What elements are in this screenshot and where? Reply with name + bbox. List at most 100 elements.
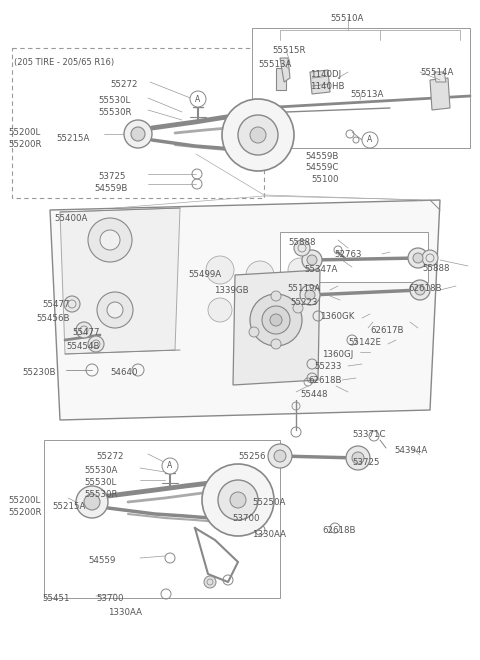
Text: 53700: 53700	[96, 594, 123, 603]
Polygon shape	[310, 70, 330, 94]
Circle shape	[238, 115, 278, 155]
Text: 55530R: 55530R	[84, 490, 118, 499]
Text: 55256: 55256	[238, 452, 265, 461]
Text: 55513A: 55513A	[350, 90, 384, 99]
Text: 55499A: 55499A	[188, 270, 221, 279]
Circle shape	[250, 127, 266, 143]
Text: 54559C: 54559C	[305, 163, 338, 172]
Circle shape	[262, 306, 290, 334]
Polygon shape	[50, 200, 440, 420]
Text: 54559: 54559	[88, 556, 115, 565]
Circle shape	[218, 480, 258, 520]
Text: 54559B: 54559B	[94, 184, 127, 193]
Circle shape	[100, 230, 120, 250]
Circle shape	[107, 302, 123, 318]
Text: 53725: 53725	[352, 458, 380, 467]
Polygon shape	[276, 68, 286, 90]
Text: 55451: 55451	[42, 594, 70, 603]
Text: 1330AA: 1330AA	[252, 530, 286, 539]
Polygon shape	[434, 72, 446, 82]
Circle shape	[131, 127, 145, 141]
Circle shape	[346, 446, 370, 470]
Text: 62618B: 62618B	[308, 376, 341, 385]
Circle shape	[293, 303, 303, 313]
Text: 52763: 52763	[334, 250, 361, 259]
Circle shape	[88, 218, 132, 262]
Text: 55200R: 55200R	[8, 140, 41, 149]
Text: 62618B: 62618B	[408, 284, 442, 293]
Circle shape	[190, 91, 206, 107]
Text: 54640: 54640	[110, 368, 137, 377]
Circle shape	[413, 253, 423, 263]
Circle shape	[250, 294, 302, 346]
Text: 55347A: 55347A	[304, 265, 337, 274]
Text: 55230B: 55230B	[22, 368, 56, 377]
Circle shape	[124, 120, 152, 148]
Circle shape	[410, 280, 430, 300]
Text: A: A	[367, 135, 372, 145]
Text: 54559B: 54559B	[305, 152, 338, 161]
Text: 55142E: 55142E	[348, 338, 381, 347]
Circle shape	[352, 452, 364, 464]
Text: 55200R: 55200R	[8, 508, 41, 517]
Polygon shape	[280, 58, 290, 82]
Circle shape	[274, 450, 286, 462]
Circle shape	[64, 296, 80, 312]
Text: 55100: 55100	[311, 175, 338, 184]
Bar	[252, 28, 470, 148]
Text: 55272: 55272	[110, 80, 137, 89]
Circle shape	[362, 132, 378, 148]
Text: 55250A: 55250A	[252, 498, 286, 507]
Text: 55456B: 55456B	[36, 314, 70, 323]
Circle shape	[222, 99, 294, 171]
Circle shape	[271, 339, 281, 349]
Text: 55233: 55233	[314, 362, 341, 371]
Circle shape	[300, 285, 320, 305]
Text: 55530A: 55530A	[84, 466, 118, 475]
Circle shape	[202, 464, 274, 536]
Polygon shape	[60, 208, 180, 354]
Text: 55477: 55477	[42, 300, 70, 309]
Bar	[44, 440, 280, 598]
Text: 53725: 53725	[98, 172, 125, 181]
Circle shape	[408, 248, 428, 268]
Circle shape	[76, 322, 92, 338]
Text: 55454B: 55454B	[66, 342, 99, 351]
Circle shape	[270, 314, 282, 326]
Circle shape	[162, 458, 178, 474]
Text: 1330AA: 1330AA	[108, 608, 142, 617]
Text: 55477: 55477	[72, 328, 99, 337]
Circle shape	[230, 492, 246, 508]
Circle shape	[204, 576, 216, 588]
Text: 62617B: 62617B	[370, 326, 404, 335]
Text: (205 TIRE - 205/65 R16): (205 TIRE - 205/65 R16)	[14, 58, 114, 67]
Text: 55119A: 55119A	[287, 284, 320, 293]
Text: 1140HB: 1140HB	[310, 82, 345, 91]
Circle shape	[305, 290, 315, 300]
Text: 1140DJ: 1140DJ	[310, 70, 341, 79]
Text: 55888: 55888	[422, 264, 449, 273]
Text: 62618B: 62618B	[322, 526, 356, 535]
Text: 55400A: 55400A	[54, 214, 87, 223]
Circle shape	[271, 291, 281, 301]
Text: 53700: 53700	[232, 514, 260, 523]
Text: 1360GK: 1360GK	[320, 312, 354, 321]
Circle shape	[208, 298, 232, 322]
Text: 55215A: 55215A	[56, 134, 89, 143]
Text: 54394A: 54394A	[394, 446, 427, 455]
Text: 55200L: 55200L	[8, 496, 40, 505]
Circle shape	[415, 285, 425, 295]
Circle shape	[84, 494, 100, 510]
Polygon shape	[233, 270, 320, 385]
Circle shape	[294, 240, 310, 256]
Circle shape	[97, 292, 133, 328]
Text: 55215A: 55215A	[52, 502, 85, 511]
Text: 55510A: 55510A	[330, 14, 363, 23]
Text: 55530L: 55530L	[84, 478, 116, 487]
Text: 55200L: 55200L	[8, 128, 40, 137]
Circle shape	[268, 444, 292, 468]
Text: 55223: 55223	[290, 298, 317, 307]
Circle shape	[422, 250, 438, 266]
Text: A: A	[195, 94, 201, 104]
Circle shape	[76, 486, 108, 518]
